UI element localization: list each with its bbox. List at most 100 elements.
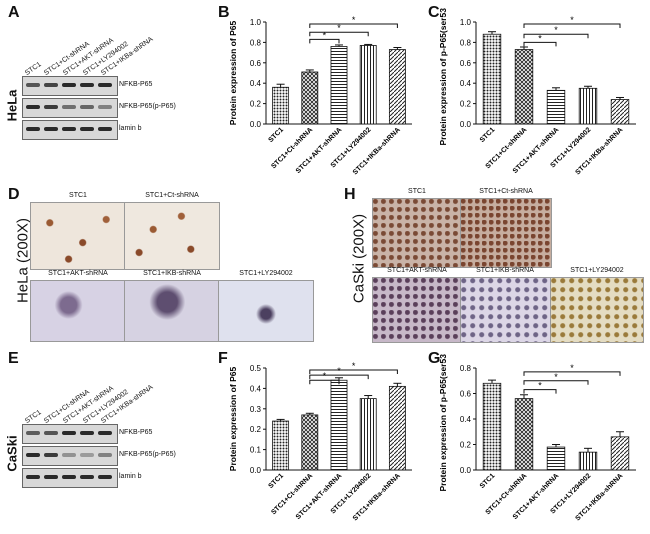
significance-bracket <box>309 38 340 44</box>
blot-e-lane-label: STC1 <box>23 408 43 425</box>
y-axis-label: Protein expression of p-P65(ser536) <box>438 8 448 146</box>
bar <box>301 71 319 125</box>
y-tick-label: 0.6 <box>250 59 262 68</box>
ihc-h-magnification-label: CaSki (200X) <box>350 213 368 304</box>
y-axis-label: Protein expression of p-P65(ser536) <box>438 354 448 492</box>
blot-a-strip-laminb <box>22 120 118 140</box>
bar <box>301 414 319 471</box>
significance-star: * <box>538 381 542 391</box>
y-axis-label: Protein expression of P65 <box>228 367 238 472</box>
ihc-h-image-ct-shrna <box>460 198 552 268</box>
ihc-d-label: STC1+LY294002 <box>239 270 293 277</box>
y-tick-label: 0.2 <box>460 100 472 109</box>
ihc-h-image-ly294002 <box>550 277 644 343</box>
panel-letter-b: B <box>218 4 230 21</box>
bar <box>359 398 377 471</box>
ihc-d-label: STC1 <box>69 192 87 199</box>
panel-letter-g: G <box>428 350 441 367</box>
significance-bracket <box>523 33 589 39</box>
significance-star: * <box>337 366 341 376</box>
significance-star: * <box>352 361 356 371</box>
significance-star: * <box>323 30 327 40</box>
bar <box>546 89 566 125</box>
ihc-d-image-ly294002 <box>218 280 314 342</box>
bar <box>482 382 502 471</box>
bar <box>546 446 566 471</box>
ihc-d-image-ct-shrna <box>124 202 220 270</box>
ihc-d-image-stc1 <box>30 202 126 270</box>
x-tick-label: STC1 <box>267 472 285 490</box>
y-tick-label: 0.0 <box>250 466 262 475</box>
significance-bracket <box>309 23 398 29</box>
x-tick-label: STC1 <box>479 126 497 144</box>
significance-star: * <box>538 33 542 43</box>
ihc-h-label: STC1+IKB-shRNA <box>476 267 534 274</box>
blot-a-strip-pp65 <box>22 98 118 118</box>
blot-e-row-label: NFKB-P65(p-P65) <box>119 451 176 458</box>
significance-bracket <box>523 23 621 29</box>
ihc-h-label: STC1+AKT-shRNA <box>387 267 447 274</box>
significance-bracket <box>523 371 621 376</box>
x-tick-label: STC1 <box>267 126 285 144</box>
y-tick-label: 0.8 <box>460 364 472 373</box>
blot-e-row-label: lamin b <box>119 473 142 480</box>
blot-e-strip-pp65 <box>22 446 118 466</box>
y-tick-label: 0.2 <box>250 100 262 109</box>
significance-star: * <box>352 15 356 25</box>
ihc-h-label: STC1+Ct-shRNA <box>479 188 533 195</box>
bar <box>330 46 348 125</box>
blot-e-strip-p65 <box>22 424 118 444</box>
bar <box>388 385 406 471</box>
y-tick-label: 0.6 <box>460 390 472 399</box>
y-tick-label: 0.5 <box>250 364 262 373</box>
panel-letter-f: F <box>218 350 228 367</box>
bar <box>578 451 598 471</box>
x-tick-label: STC1 <box>479 472 497 490</box>
y-tick-label: 0.2 <box>460 441 472 450</box>
y-axis-label: Protein expression of P65 <box>228 21 238 126</box>
significance-bracket <box>523 389 557 394</box>
cell-line-label-hela: HeLa <box>4 89 20 122</box>
significance-bracket <box>309 31 369 37</box>
y-tick-label: 0.4 <box>460 415 472 424</box>
bar <box>610 99 630 125</box>
blot-a-row-label: lamin b <box>119 125 142 132</box>
y-tick-label: 0.0 <box>460 120 472 129</box>
blot-a-lane-label: STC1 <box>23 60 43 77</box>
panel-letter-e: E <box>8 350 19 367</box>
ihc-h-label: STC1 <box>408 188 426 195</box>
blot-e-strip-laminb <box>22 468 118 488</box>
ihc-d-label: STC1+Ct-shRNA <box>145 192 199 199</box>
ihc-h-image-akt-shrna <box>372 277 462 343</box>
bar <box>514 398 534 471</box>
significance-star: * <box>554 25 558 35</box>
significance-bracket <box>309 369 398 375</box>
bar <box>514 49 534 125</box>
ihc-d-image-akt-shrna <box>30 280 126 342</box>
ihc-d-magnification-label: HeLa (200X) <box>14 217 32 304</box>
significance-star: * <box>554 372 558 382</box>
y-tick-label: 0.8 <box>460 38 472 47</box>
y-tick-label: 0.1 <box>250 446 262 455</box>
blot-e-row-label: NFKB-P65 <box>119 429 153 436</box>
bar <box>388 49 406 125</box>
y-tick-label: 0.8 <box>250 38 262 47</box>
bar <box>578 87 598 125</box>
bar <box>482 33 502 125</box>
y-tick-label: 0.4 <box>460 79 472 88</box>
y-tick-label: 0.4 <box>250 79 262 88</box>
significance-star: * <box>337 23 341 33</box>
ihc-d-label: STC1+AKT-shRNA <box>48 270 108 277</box>
ihc-d-image-ikb-shrna <box>124 280 220 342</box>
bar-chart-b: 0.0 0.2 0.4 0.6 0.8 1.0 Protein expression of … <box>228 15 412 176</box>
panel-letter-c: C <box>428 4 440 21</box>
significance-bracket <box>523 380 589 385</box>
significance-bracket <box>309 379 340 385</box>
bar-chart-g: 0.0 0.2 0.4 0.6 0.8 Protein expression of p-P… <box>438 354 636 522</box>
panel-letter-h: H <box>344 186 356 203</box>
y-tick-label: 0.6 <box>460 59 472 68</box>
significance-bracket <box>309 374 369 380</box>
blot-a-strip-p65 <box>22 76 118 96</box>
panel-letter-d: D <box>8 186 20 203</box>
blot-a-row-label: NFKB-P65(p-P65) <box>119 103 176 110</box>
